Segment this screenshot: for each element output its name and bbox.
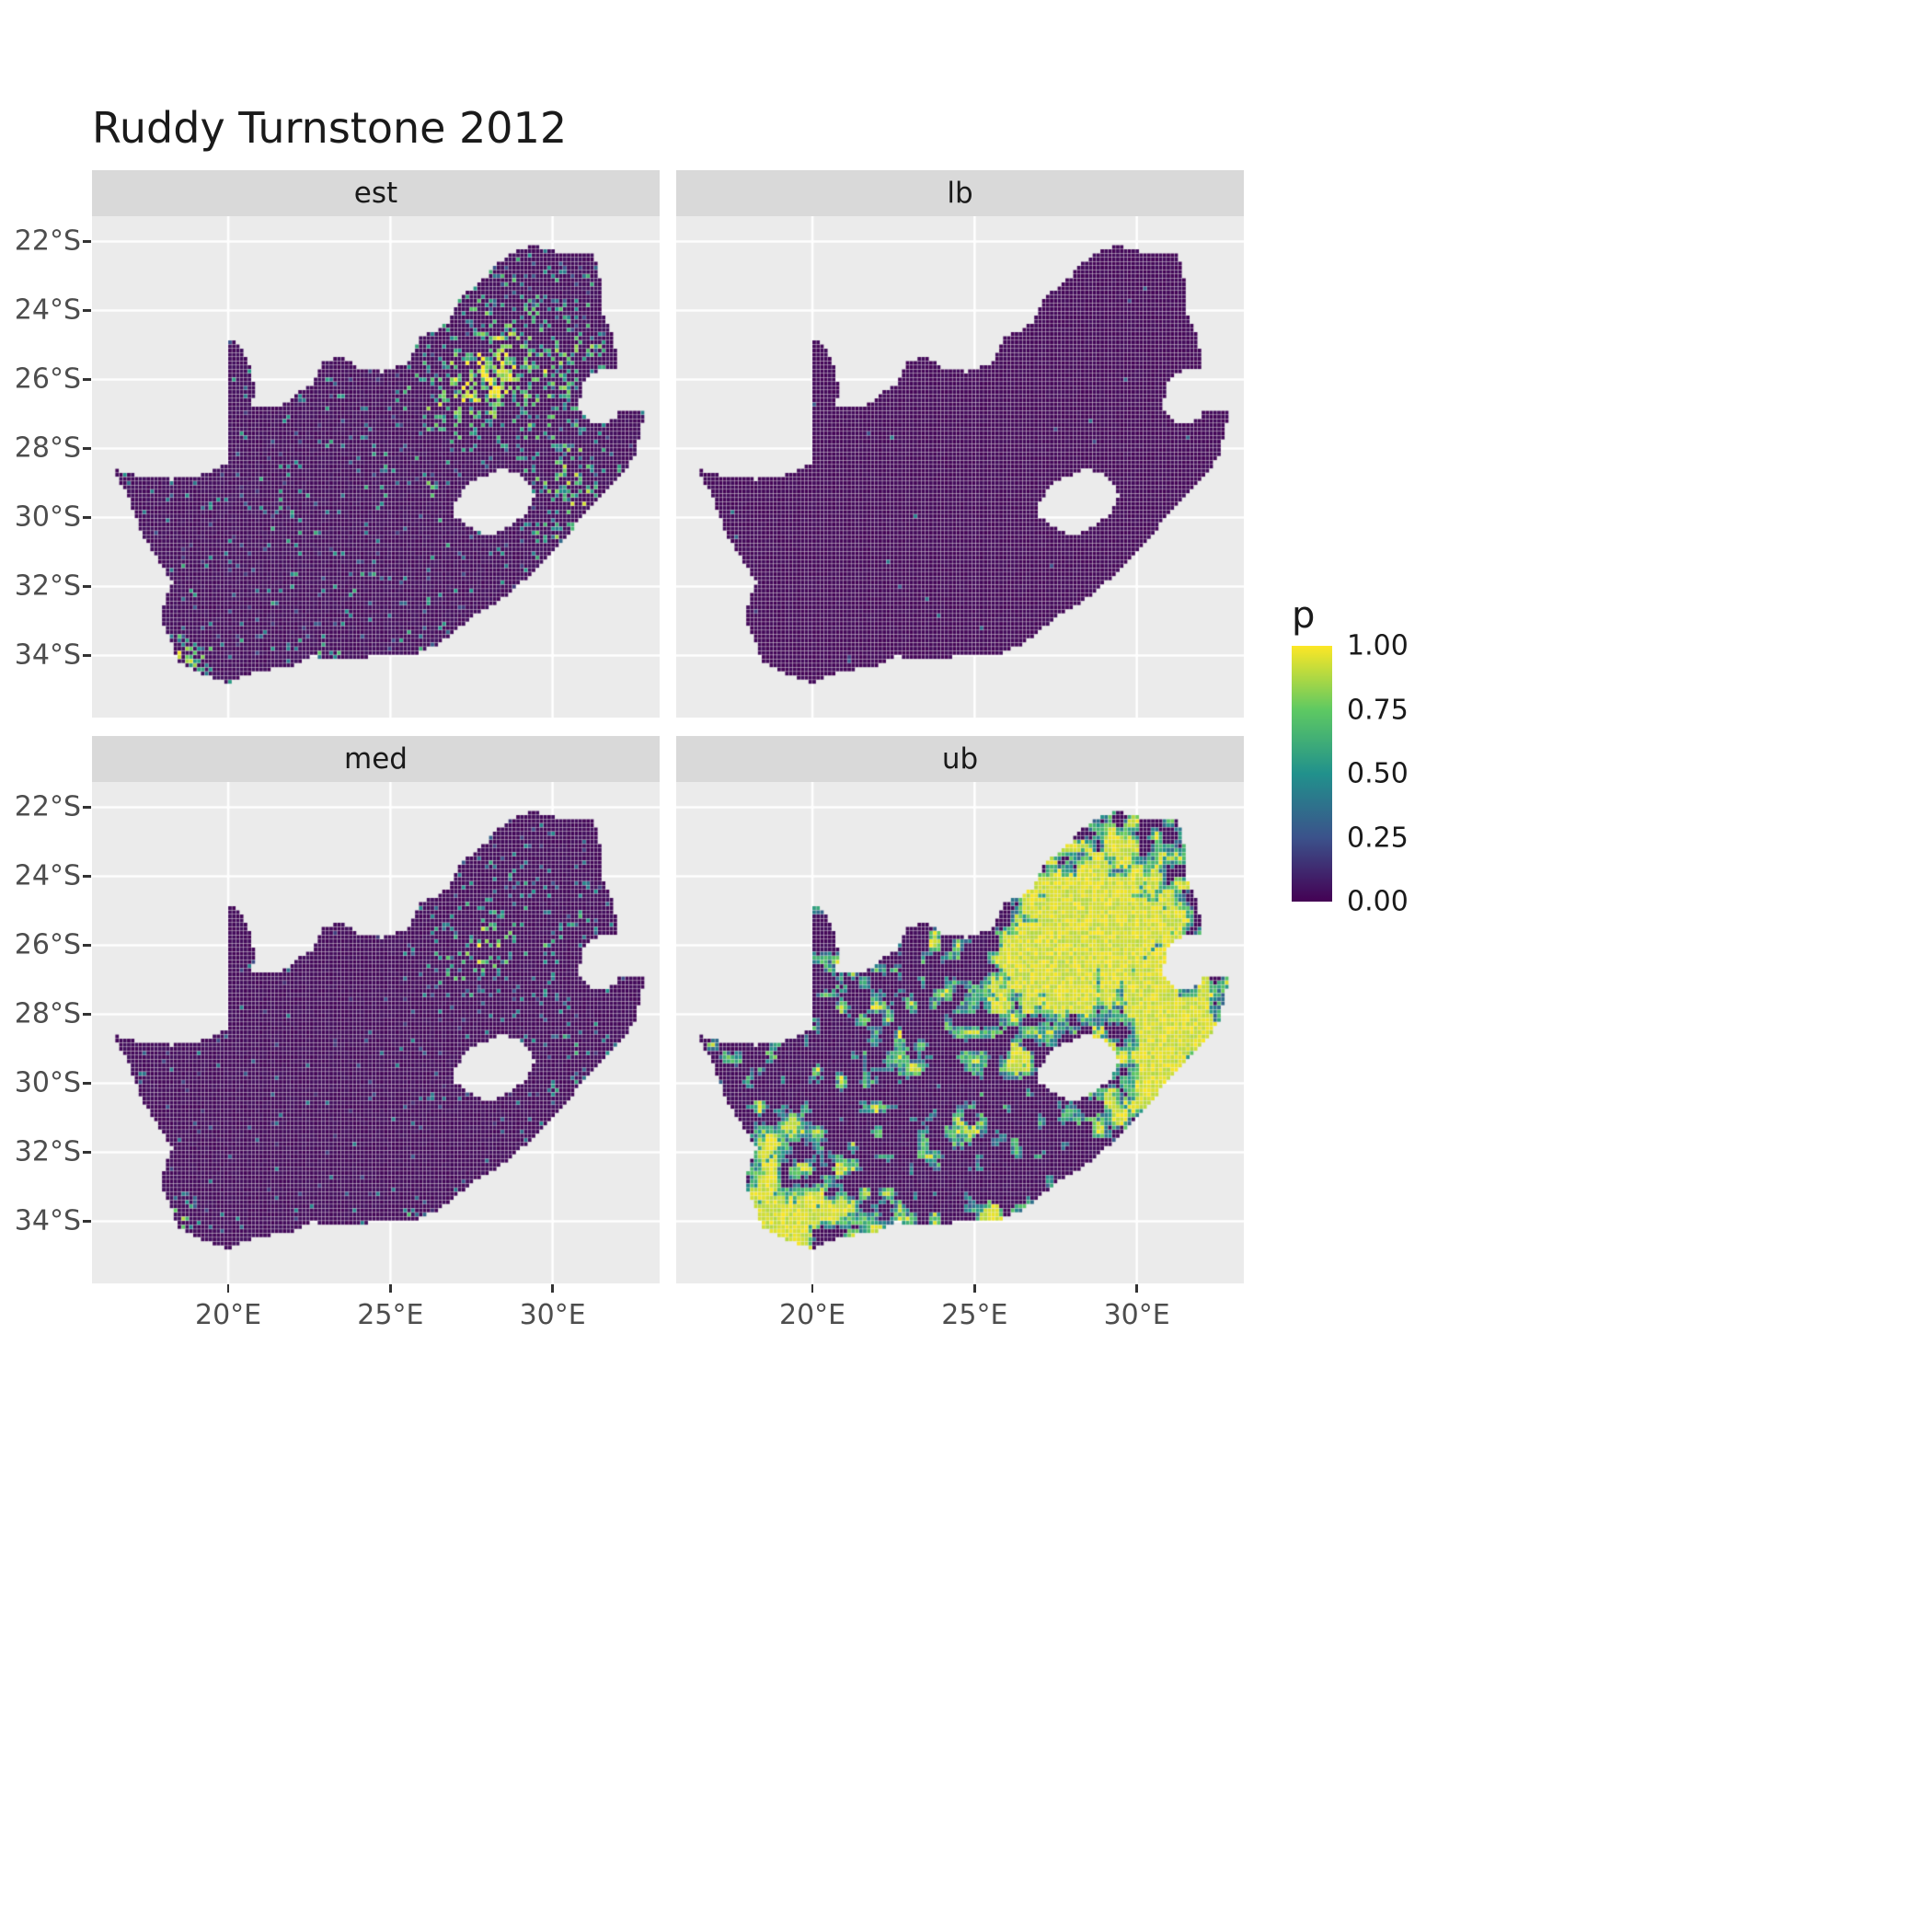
x-axis-tick-label: 25°E — [357, 1299, 424, 1331]
x-axis-tick-mark — [973, 1284, 976, 1293]
x-axis-tick-mark — [811, 1284, 814, 1293]
y-axis-tick-mark — [83, 875, 91, 878]
x-axis-tick-mark — [389, 1284, 392, 1293]
map-panel-ub — [676, 782, 1244, 1283]
y-axis-tick-label: 26°S — [14, 362, 81, 396]
y-axis-tick-label: 30°S — [14, 1066, 81, 1099]
y-axis-tick-label: 22°S — [14, 224, 81, 258]
y-axis-tick-mark — [83, 1082, 91, 1085]
y-axis-tick-label: 32°S — [14, 1135, 81, 1168]
legend-colorbar — [1292, 646, 1332, 902]
y-axis-tick-mark — [83, 516, 91, 519]
y-axis-tick-mark — [83, 1151, 91, 1154]
x-axis-tick-label: 20°E — [779, 1299, 846, 1331]
y-axis-tick-label: 30°S — [14, 500, 81, 534]
y-axis-tick-mark — [83, 240, 91, 243]
map-panel-lb — [676, 216, 1244, 718]
legend-tick-label: 0.25 — [1347, 822, 1409, 854]
x-axis-tick-mark — [1135, 1284, 1138, 1293]
y-axis-tick-mark — [83, 654, 91, 657]
y-axis-tick-mark — [83, 447, 91, 450]
x-axis-tick-label: 20°E — [195, 1299, 262, 1331]
plot-title: Ruddy Turnstone 2012 — [92, 103, 568, 153]
x-axis-tick-mark — [226, 1284, 230, 1293]
y-axis-tick-label: 32°S — [14, 569, 81, 603]
x-axis-tick-label: 25°E — [941, 1299, 1008, 1331]
legend-title: p — [1292, 594, 1316, 637]
legend-tick-label: 0.50 — [1347, 757, 1409, 790]
y-axis-tick-label: 22°S — [14, 790, 81, 823]
x-axis-tick-mark — [551, 1284, 554, 1293]
y-axis-tick-label: 26°S — [14, 928, 81, 961]
facet-med: med — [92, 736, 660, 1283]
map-panel-med — [92, 782, 660, 1283]
x-axis-tick-label: 30°E — [519, 1299, 586, 1331]
y-axis-tick-mark — [83, 585, 91, 588]
x-axis-tick-label: 30°E — [1103, 1299, 1170, 1331]
y-axis-tick-label: 24°S — [14, 859, 81, 892]
y-axis-tick-label: 28°S — [14, 997, 81, 1030]
y-axis-tick-mark — [83, 1220, 91, 1223]
y-axis-tick-mark — [83, 309, 91, 312]
facet-est: est — [92, 170, 660, 718]
facet-strip-label-lb: lb — [676, 170, 1244, 216]
facet-strip-label-ub: ub — [676, 736, 1244, 782]
facet-lb: lb — [676, 170, 1244, 718]
legend-tick-label: 1.00 — [1347, 629, 1409, 662]
map-panel-est — [92, 216, 660, 718]
y-axis-tick-mark — [83, 378, 91, 381]
y-axis-tick-label: 28°S — [14, 431, 81, 465]
facet-strip-label-est: est — [92, 170, 660, 216]
y-axis-tick-label: 34°S — [14, 1204, 81, 1237]
facet-strip-label-med: med — [92, 736, 660, 782]
y-axis-tick-mark — [83, 944, 91, 947]
facet-ub: ub — [676, 736, 1244, 1283]
y-axis-tick-label: 34°S — [14, 638, 81, 672]
y-axis-tick-mark — [83, 806, 91, 809]
legend-tick-label: 0.75 — [1347, 694, 1409, 726]
y-axis-tick-mark — [83, 1013, 91, 1016]
y-axis-tick-label: 24°S — [14, 293, 81, 327]
legend-tick-label: 0.00 — [1347, 885, 1409, 918]
